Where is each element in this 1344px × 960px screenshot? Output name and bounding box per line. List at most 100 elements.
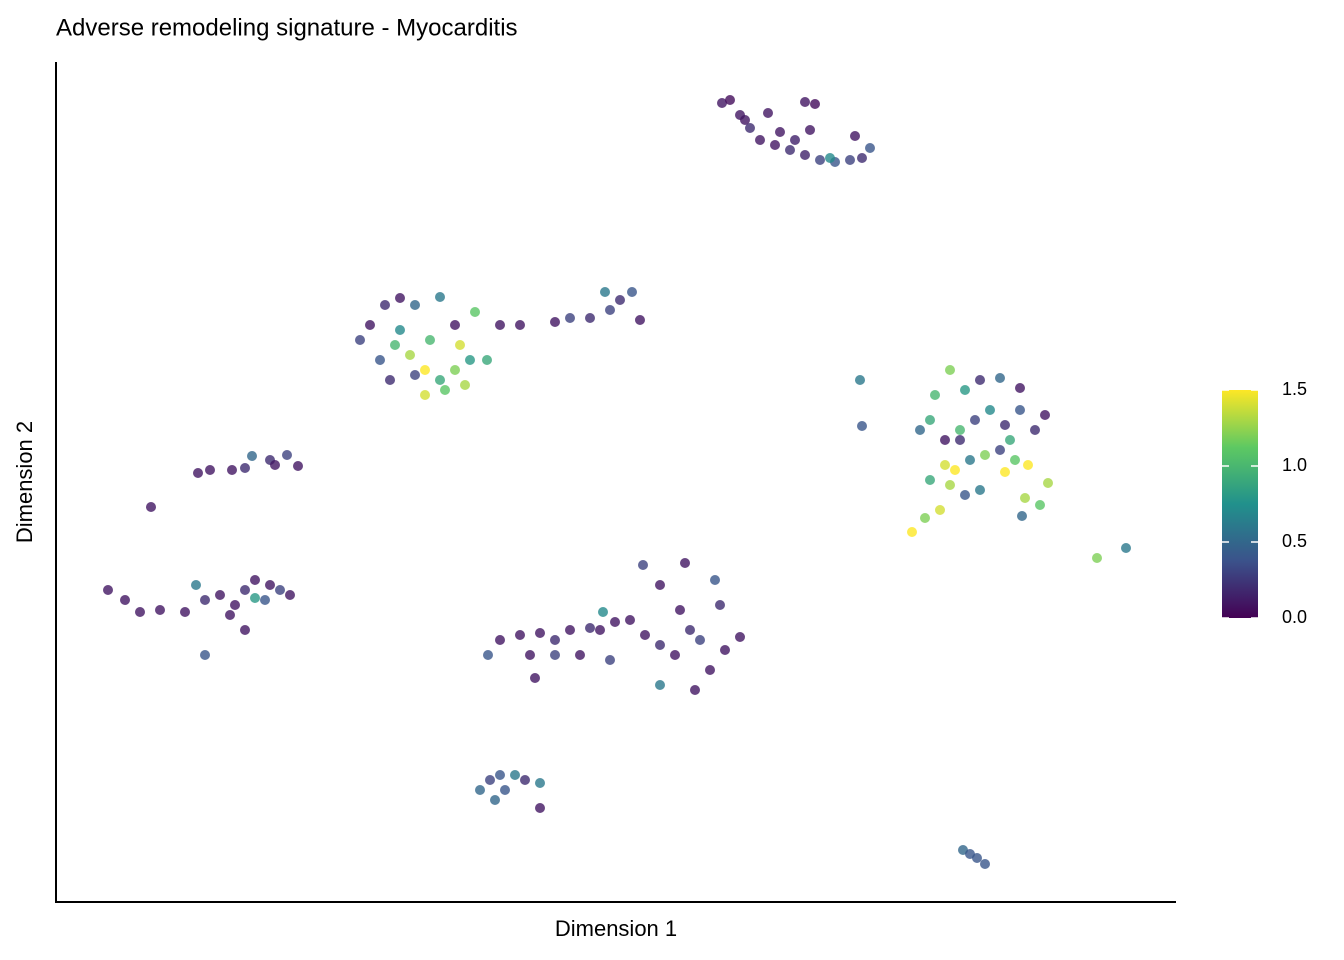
point <box>1017 511 1027 521</box>
point <box>857 421 867 431</box>
point <box>1043 478 1053 488</box>
point <box>227 465 237 475</box>
point <box>535 803 545 813</box>
point <box>550 650 560 660</box>
point <box>405 350 415 360</box>
point <box>857 153 867 163</box>
point <box>200 650 210 660</box>
point <box>410 300 420 310</box>
point <box>1005 435 1015 445</box>
point <box>845 155 855 165</box>
point <box>695 635 705 645</box>
point <box>675 605 685 615</box>
point <box>155 605 165 615</box>
point <box>495 320 505 330</box>
point <box>230 600 240 610</box>
point <box>865 143 875 153</box>
point <box>638 560 648 570</box>
point <box>440 385 450 395</box>
point <box>450 320 460 330</box>
point <box>655 680 665 690</box>
point <box>240 625 250 635</box>
point <box>965 455 975 465</box>
point <box>365 320 375 330</box>
point <box>450 365 460 375</box>
point <box>1015 405 1025 415</box>
point <box>240 585 250 595</box>
point <box>565 313 575 323</box>
point <box>720 645 730 655</box>
point <box>530 673 540 683</box>
point <box>605 305 615 315</box>
point <box>135 607 145 617</box>
point <box>265 580 275 590</box>
point <box>605 655 615 665</box>
point <box>740 115 750 125</box>
point <box>425 335 435 345</box>
point <box>385 375 395 385</box>
point <box>240 463 250 473</box>
point <box>825 153 835 163</box>
point <box>420 365 430 375</box>
point <box>810 99 820 109</box>
point <box>205 465 215 475</box>
point <box>1000 420 1010 430</box>
point <box>435 375 445 385</box>
point <box>500 785 510 795</box>
point <box>598 607 608 617</box>
point <box>735 632 745 642</box>
point <box>600 287 610 297</box>
point <box>685 625 695 635</box>
point <box>260 595 270 605</box>
point <box>717 98 727 108</box>
point <box>1030 425 1040 435</box>
point <box>550 317 560 327</box>
point <box>950 465 960 475</box>
point <box>595 625 605 635</box>
colorbar-tick-label: 0.5 <box>1282 531 1307 551</box>
point <box>460 380 470 390</box>
point <box>610 617 620 627</box>
colorbar: 0.0 0.5 1.0 1.5 <box>1222 379 1307 627</box>
point <box>1010 455 1020 465</box>
point <box>1035 500 1045 510</box>
point <box>690 685 700 695</box>
point <box>103 585 113 595</box>
point <box>355 335 365 345</box>
point <box>250 575 260 585</box>
point <box>575 650 585 660</box>
point <box>715 600 725 610</box>
point <box>180 607 190 617</box>
point <box>655 640 665 650</box>
point <box>815 155 825 165</box>
point <box>200 595 210 605</box>
point <box>215 590 225 600</box>
point <box>670 650 680 660</box>
point <box>955 435 965 445</box>
point <box>275 585 285 595</box>
point <box>1015 383 1025 393</box>
point <box>710 575 720 585</box>
colorbar-tick-label: 1.0 <box>1282 455 1307 475</box>
point <box>625 615 635 625</box>
point <box>960 385 970 395</box>
point <box>550 635 560 645</box>
point <box>930 390 940 400</box>
point <box>482 355 492 365</box>
y-axis-label: Dimension 2 <box>12 421 37 543</box>
point <box>800 150 810 160</box>
point <box>790 135 800 145</box>
point <box>972 853 982 863</box>
point <box>475 785 485 795</box>
point <box>680 558 690 568</box>
point <box>535 628 545 638</box>
point <box>247 451 257 461</box>
point <box>955 425 965 435</box>
point <box>495 770 505 780</box>
point <box>920 513 930 523</box>
point <box>915 425 925 435</box>
point <box>515 630 525 640</box>
point <box>585 623 595 633</box>
point <box>800 97 810 107</box>
